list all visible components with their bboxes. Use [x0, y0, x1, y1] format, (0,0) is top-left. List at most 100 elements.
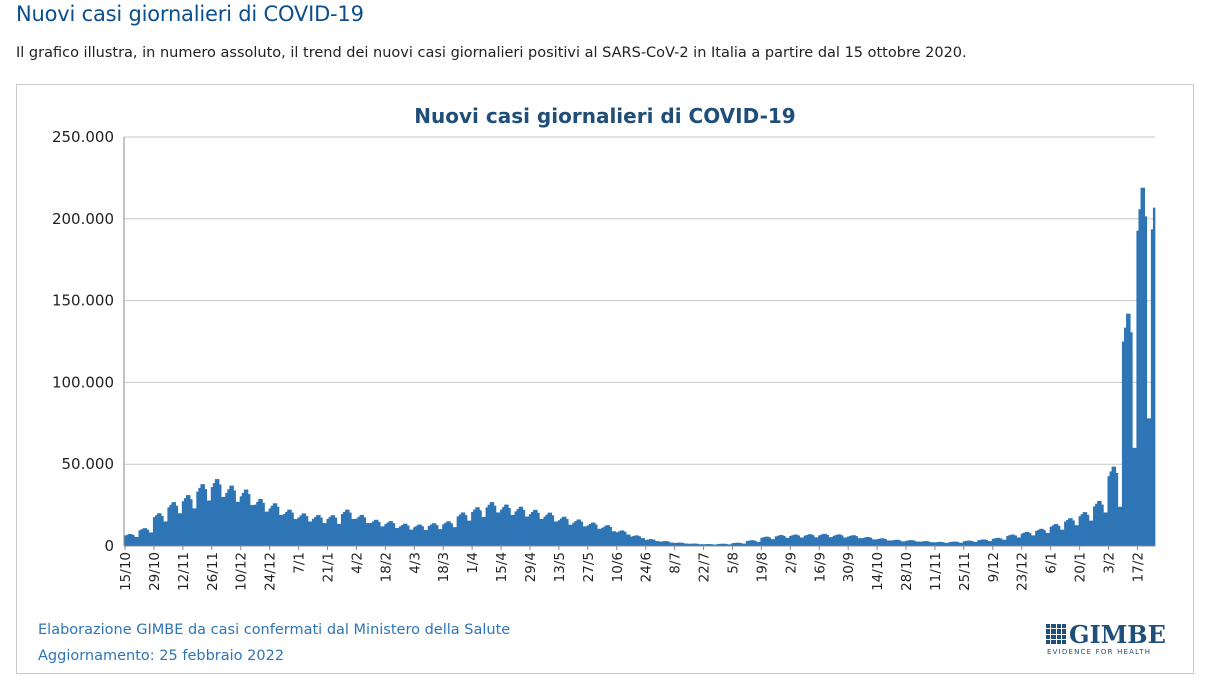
bar	[359, 514, 362, 546]
bar	[320, 517, 323, 546]
bar	[946, 542, 949, 546]
x-tick-label: 6/1	[1044, 552, 1060, 574]
bar	[727, 544, 730, 546]
bar	[1024, 531, 1028, 546]
bar	[905, 540, 908, 546]
bar	[429, 524, 433, 546]
bar	[985, 539, 988, 546]
bar	[349, 512, 352, 546]
bar	[966, 540, 970, 546]
bar	[1142, 187, 1146, 546]
bar	[981, 539, 984, 546]
bar	[650, 539, 654, 546]
bar	[593, 522, 596, 546]
x-tick-label: 20/1	[1073, 552, 1089, 582]
bar	[834, 535, 838, 546]
bar	[229, 485, 232, 546]
bar	[725, 543, 728, 546]
bar	[1064, 521, 1067, 546]
bar	[134, 537, 137, 546]
bar	[739, 542, 743, 546]
bar	[219, 484, 222, 546]
bar	[520, 506, 524, 546]
bar	[411, 529, 414, 546]
bar	[741, 543, 745, 546]
bar	[787, 537, 790, 546]
bar	[772, 539, 776, 546]
bar	[642, 538, 646, 546]
bar	[293, 519, 296, 546]
bar	[696, 543, 699, 546]
bar	[318, 515, 321, 546]
bar	[750, 540, 753, 546]
bar	[580, 521, 584, 546]
bar	[886, 540, 889, 546]
bar	[745, 540, 749, 546]
bar	[227, 489, 230, 546]
bar	[297, 517, 300, 546]
bar	[572, 522, 575, 546]
x-tick-label: 7/1	[292, 552, 308, 574]
bar	[415, 525, 418, 546]
bar	[285, 511, 288, 546]
bar	[1055, 524, 1059, 546]
bar	[648, 539, 652, 546]
bar	[898, 540, 902, 546]
bar	[702, 544, 705, 546]
bar	[469, 520, 472, 546]
bar	[390, 521, 393, 546]
bar	[483, 516, 486, 546]
bar	[250, 505, 253, 546]
bar	[357, 516, 360, 546]
bar	[409, 529, 412, 546]
bar	[803, 535, 807, 546]
bar	[783, 535, 786, 546]
bar	[161, 515, 164, 546]
bar	[394, 528, 398, 546]
bar	[427, 525, 431, 546]
bar	[185, 495, 189, 546]
bar	[522, 509, 526, 546]
bar	[200, 484, 203, 546]
bar	[159, 513, 162, 546]
bar	[921, 541, 924, 546]
x-tick-label: 3/2	[1102, 552, 1118, 574]
bar	[938, 541, 941, 546]
bar	[584, 526, 588, 546]
bar	[824, 533, 827, 546]
bar	[832, 535, 836, 546]
bar	[805, 534, 809, 546]
bar	[890, 540, 893, 546]
bar	[551, 515, 555, 546]
bar	[661, 541, 664, 546]
y-tick-label: 50.000	[62, 455, 115, 473]
bar	[882, 538, 885, 546]
bar	[564, 516, 567, 546]
bar	[828, 537, 831, 546]
bar	[1031, 535, 1034, 546]
bar	[762, 537, 765, 546]
bar	[1093, 506, 1096, 546]
bar	[190, 499, 193, 546]
bar	[588, 524, 592, 546]
bar	[568, 524, 571, 546]
bar	[128, 534, 131, 546]
bar	[154, 515, 158, 546]
bar	[1018, 537, 1022, 546]
bar	[826, 534, 829, 546]
x-tick-label: 29/10	[147, 552, 163, 591]
bar	[1103, 512, 1106, 546]
bar	[165, 521, 168, 546]
bar	[880, 538, 883, 546]
x-tick-label: 2/9	[783, 552, 799, 574]
bar	[712, 544, 716, 546]
bar	[369, 522, 373, 546]
bar	[1035, 530, 1038, 546]
bar	[400, 525, 404, 546]
bar	[388, 521, 391, 546]
bar	[909, 540, 912, 546]
bar	[900, 541, 904, 546]
x-tick-label: 10/6	[610, 552, 626, 582]
bar	[601, 527, 604, 546]
bar	[518, 506, 522, 546]
